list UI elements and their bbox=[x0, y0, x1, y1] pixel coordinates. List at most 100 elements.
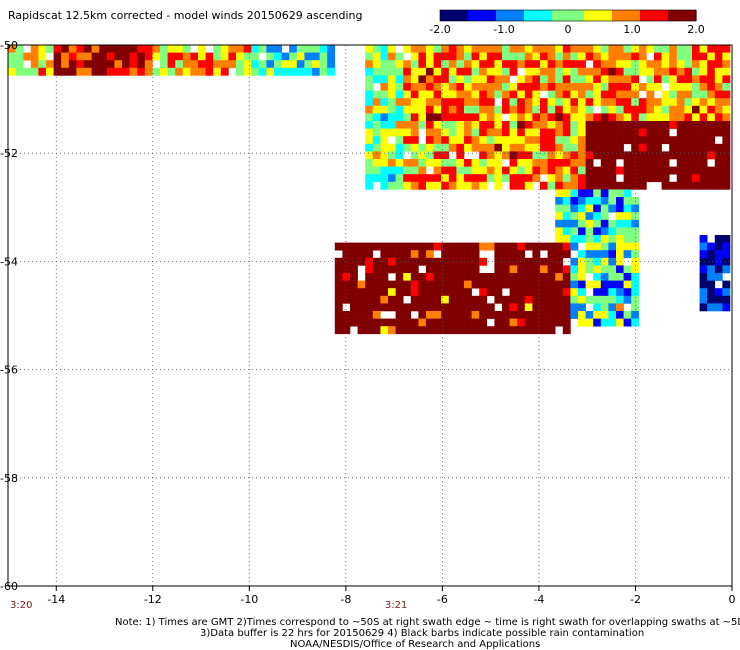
data-cell bbox=[243, 45, 252, 53]
data-cell bbox=[91, 45, 100, 53]
data-cell bbox=[707, 174, 716, 183]
data-cell bbox=[502, 128, 510, 137]
data-cell bbox=[631, 235, 640, 243]
data-cell bbox=[707, 105, 716, 114]
data-cell bbox=[540, 288, 548, 297]
data-cell bbox=[661, 128, 670, 137]
data-cell bbox=[517, 288, 526, 297]
data-cell bbox=[426, 45, 434, 53]
data-cell bbox=[403, 326, 412, 335]
data-cell bbox=[365, 159, 374, 167]
data-cell bbox=[99, 52, 108, 61]
data-cell bbox=[616, 197, 624, 205]
data-cell bbox=[471, 60, 480, 69]
data-cell bbox=[372, 98, 381, 107]
colorbar-swatch bbox=[680, 10, 685, 21]
data-cell bbox=[608, 181, 617, 190]
data-cell bbox=[570, 280, 579, 289]
data-cell bbox=[91, 67, 100, 76]
data-cell bbox=[403, 60, 412, 69]
data-cell bbox=[388, 67, 396, 76]
data-cell bbox=[669, 143, 678, 152]
data-cell bbox=[388, 121, 396, 129]
data-cell bbox=[380, 90, 389, 99]
data-cell bbox=[236, 45, 244, 53]
data-cell bbox=[555, 105, 564, 114]
data-cell bbox=[372, 45, 381, 53]
data-cell bbox=[471, 121, 480, 129]
data-cell bbox=[585, 166, 594, 175]
data-cell bbox=[433, 288, 442, 297]
data-cell bbox=[616, 166, 624, 175]
data-cell bbox=[365, 113, 374, 122]
data-cell bbox=[334, 288, 343, 297]
data-cell bbox=[593, 75, 602, 84]
data-cell bbox=[433, 98, 442, 107]
data-cell bbox=[608, 265, 617, 274]
data-cell bbox=[699, 166, 708, 175]
data-cell bbox=[486, 128, 495, 137]
data-cell bbox=[441, 181, 450, 190]
data-cell bbox=[319, 52, 328, 61]
data-cell bbox=[479, 151, 488, 160]
data-cell bbox=[608, 128, 617, 137]
data-cell bbox=[365, 75, 374, 84]
data-cell bbox=[532, 143, 541, 152]
colorbar-swatch bbox=[452, 10, 457, 21]
data-cell bbox=[342, 280, 351, 289]
data-cell bbox=[623, 105, 632, 114]
data-cell bbox=[623, 212, 632, 221]
data-cell bbox=[190, 60, 199, 69]
data-cell bbox=[562, 326, 571, 335]
data-cell bbox=[654, 75, 662, 84]
data-cell bbox=[441, 326, 450, 335]
data-cell bbox=[661, 136, 670, 145]
data-cell bbox=[593, 128, 602, 137]
data-cell bbox=[699, 242, 708, 251]
data-cell bbox=[144, 67, 153, 76]
data-cell bbox=[638, 166, 647, 175]
data-cell bbox=[380, 242, 389, 251]
data-cell bbox=[486, 273, 495, 281]
data-cell bbox=[585, 143, 594, 152]
data-cell bbox=[608, 318, 617, 327]
data-cell bbox=[388, 166, 396, 175]
data-cell bbox=[388, 288, 396, 297]
data-cell bbox=[555, 151, 564, 160]
data-cell bbox=[334, 273, 343, 281]
data-cell bbox=[464, 295, 472, 304]
data-cell bbox=[517, 121, 526, 129]
data-cell bbox=[524, 45, 533, 53]
data-cell bbox=[441, 136, 450, 145]
data-cell bbox=[395, 250, 404, 259]
data-cell bbox=[540, 166, 548, 175]
data-cell bbox=[540, 159, 548, 167]
data-cell bbox=[464, 326, 472, 335]
data-cell bbox=[714, 273, 723, 281]
data-cell bbox=[524, 67, 533, 76]
data-cell bbox=[578, 181, 586, 190]
data-cell bbox=[433, 105, 442, 114]
data-cell bbox=[502, 45, 510, 53]
data-cell bbox=[464, 303, 472, 312]
data-cell bbox=[616, 151, 624, 160]
data-cell bbox=[122, 52, 130, 61]
data-cell bbox=[502, 98, 510, 107]
data-cell bbox=[84, 60, 92, 69]
data-cell bbox=[532, 159, 541, 167]
data-cell bbox=[555, 159, 564, 167]
data-cell bbox=[403, 174, 412, 183]
data-cell bbox=[524, 326, 533, 335]
data-cell bbox=[684, 52, 693, 61]
data-cell bbox=[198, 67, 206, 76]
data-cell bbox=[471, 242, 480, 251]
data-cell bbox=[175, 67, 184, 76]
colorbar-swatch bbox=[520, 10, 525, 21]
data-cell bbox=[494, 83, 503, 91]
data-cell bbox=[509, 311, 518, 319]
data-cell bbox=[600, 174, 609, 183]
data-cell bbox=[471, 311, 480, 319]
data-cell bbox=[608, 83, 617, 91]
data-cell bbox=[372, 166, 381, 175]
data-cell bbox=[616, 75, 624, 84]
